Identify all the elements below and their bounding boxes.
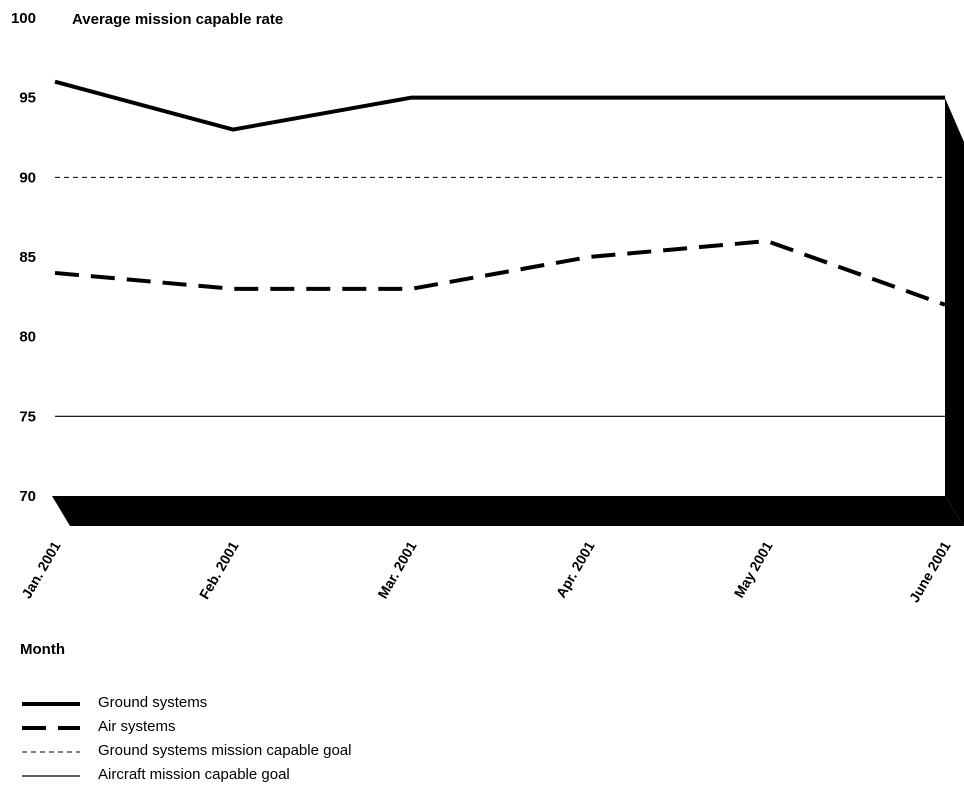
y-tick-label: 85: [19, 249, 36, 266]
legend-item: Aircraft mission capable goal: [22, 766, 462, 790]
y-tick-label: 80: [19, 329, 36, 346]
legend-swatch: [22, 775, 80, 777]
y-tick-label: 75: [19, 408, 36, 425]
legend-label: Ground systems: [98, 694, 208, 711]
x-tick-label: May 2001: [731, 538, 776, 600]
legend-item: Air systems: [22, 718, 462, 742]
right-wall: [945, 98, 964, 526]
legend-swatch: [22, 751, 80, 753]
floor-band: [52, 496, 964, 526]
y-tick-label: 95: [19, 90, 36, 107]
legend-label: Air systems: [98, 718, 176, 735]
line-chart: 70 75 80 85 90 95 100 Jan. 2001 Feb. 2001 Mar. 2…: [11, 10, 964, 658]
x-axis-title: Month: [20, 641, 65, 658]
y-axis: 70 75 80 85 90 95 100: [11, 10, 36, 505]
legend-label: Aircraft mission capable goal: [98, 766, 290, 783]
y-axis-title: Average mission capable rate: [72, 11, 283, 28]
series-line: [54, 79, 945, 132]
x-tick-label: Jan. 2001: [18, 538, 63, 601]
legend-label: Ground systems mission capable goal: [98, 742, 352, 759]
legend-swatch: [22, 726, 80, 730]
x-axis: Jan. 2001 Feb. 2001 Mar. 2001 Apr. 2001 May …: [18, 538, 953, 605]
y-tick-label: 100: [11, 10, 36, 27]
x-tick-label: June 2001: [906, 538, 954, 605]
legend-item: Ground systems mission capable goal: [22, 742, 462, 766]
legend-swatch: [22, 702, 80, 706]
y-tick-label: 90: [19, 169, 36, 186]
x-tick-label: Feb. 2001: [196, 538, 242, 601]
series-line: [54, 239, 946, 307]
legend-item: Ground systems: [22, 694, 462, 718]
chart-frame: [52, 98, 964, 526]
x-tick-label: Apr. 2001: [553, 538, 598, 600]
y-tick-label: 70: [19, 488, 36, 505]
series-layer: [54, 79, 946, 417]
x-tick-label: Mar. 2001: [374, 538, 419, 601]
